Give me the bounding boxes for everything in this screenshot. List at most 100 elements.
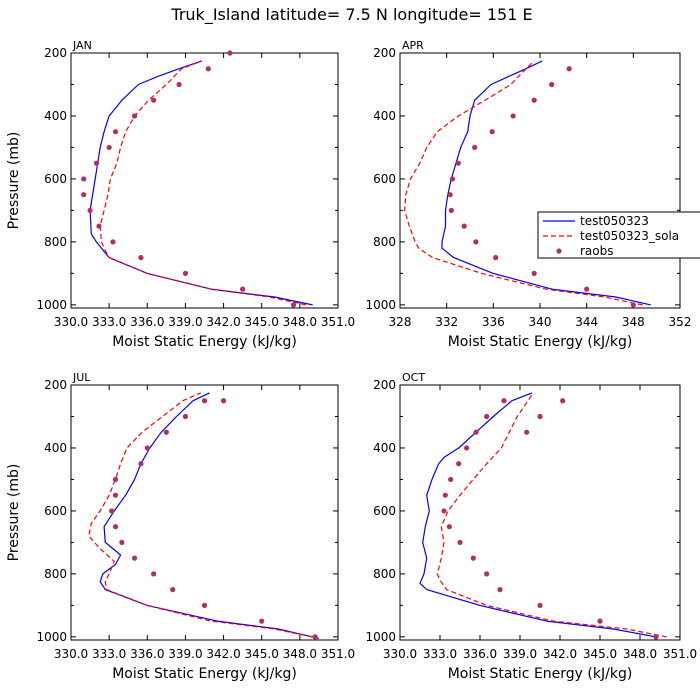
raobs-point-jul — [163, 429, 169, 435]
x-tick-label-oct: 342.0 — [543, 647, 577, 661]
panel-label-jul: JUL — [72, 371, 91, 384]
raobs-point-oct — [464, 445, 470, 451]
raobs-point-oct — [537, 413, 543, 420]
y-tick-label-apr: 400 — [373, 109, 396, 123]
y-tick-label-jan: 400 — [44, 109, 67, 123]
raobs-point-oct — [484, 571, 490, 577]
panel-label-apr: APR — [402, 39, 424, 52]
raobs-point-oct — [457, 539, 463, 546]
y-tick-label-oct: 1000 — [365, 630, 396, 644]
series-line-test050323-sola-jan — [99, 60, 307, 306]
raobs-point-jul — [112, 492, 119, 498]
raobs-point-jan — [106, 144, 112, 151]
plot-frame-apr — [399, 52, 681, 309]
x-tick-label-jan: 330.0 — [54, 315, 88, 329]
raobs-point-jul — [201, 602, 208, 608]
raobs-point-jan — [227, 50, 233, 56]
y-tick-label-jul: 400 — [44, 441, 67, 455]
raobs-point-apr — [461, 223, 467, 229]
x-tick-label-oct: 348.0 — [623, 647, 657, 661]
y-tick-label-oct: 400 — [373, 441, 396, 455]
x-tick-label-jul: 351.0 — [321, 647, 355, 661]
raobs-point-jan — [93, 160, 100, 166]
panel-label-oct: OCT — [402, 371, 425, 384]
x-tick-label-apr: 348 — [622, 315, 645, 329]
y-tick-label-jan: 1000 — [36, 298, 67, 312]
x-axis-label-apr: Moist Static Energy (kJ/kg) — [448, 334, 633, 350]
x-tick-label-apr: 344 — [575, 315, 598, 329]
raobs-point-jan — [290, 302, 297, 308]
raobs-point-jul — [119, 539, 125, 546]
series-line-test050323-sola-oct — [436, 392, 667, 638]
y-tick-label-jul: 800 — [44, 567, 67, 581]
raobs-point-jan — [240, 286, 246, 292]
raobs-point-jul — [220, 398, 227, 404]
raobs-point-jan — [112, 129, 119, 135]
raobs-point-jul — [131, 555, 138, 561]
panel-jul: JUL 200 400 600 800 1000 330.0 333.0 336.0 339.0 3… — [6, 371, 355, 682]
y-tick-label-apr: 800 — [373, 235, 396, 249]
x-tick-label-oct: 336.0 — [463, 647, 497, 661]
x-tick-label-jul: 336.0 — [130, 647, 164, 661]
raobs-point-oct — [441, 508, 447, 514]
raobs-point-jan — [81, 176, 87, 182]
y-tick-label-jul: 200 — [44, 378, 67, 392]
raobs-point-jan — [182, 270, 189, 276]
x-tick-label-oct: 333.0 — [423, 647, 457, 661]
raobs-point-apr — [455, 160, 461, 166]
raobs-point-apr — [449, 176, 456, 182]
x-tick-label-jan: 351.0 — [321, 315, 355, 329]
raobs-point-oct — [446, 524, 452, 530]
series-line-test050323-sola-jul — [88, 392, 313, 638]
x-tick-label-jan: 348.0 — [283, 315, 317, 329]
y-tick-label-jul: 600 — [44, 504, 67, 518]
raobs-point-oct — [597, 618, 603, 624]
raobs-point-apr — [493, 255, 499, 261]
legend-marker-raobs — [556, 248, 562, 254]
x-tick-label-jul: 330.0 — [54, 647, 88, 661]
x-tick-label-jul: 348.0 — [283, 647, 317, 661]
raobs-point-oct — [653, 634, 659, 640]
y-tick-label-jan: 600 — [44, 172, 67, 186]
raobs-point-oct — [473, 429, 479, 435]
y-axis-label-jan: Pressure (mb) — [6, 132, 22, 230]
raobs-point-oct — [501, 398, 507, 404]
plot-frame-oct — [399, 384, 681, 641]
panels: JAN 200 400 600 800 1000 330.0 333.0 336.0 339.0 3… — [6, 39, 697, 682]
raobs-point-apr — [510, 113, 516, 119]
x-tick-label-jul: 345.0 — [245, 647, 279, 661]
raobs-point-jan — [87, 207, 93, 214]
series-line-test050323-jul — [99, 392, 320, 639]
series-line-test050323-sola-apr — [404, 60, 643, 306]
raobs-point-oct — [497, 587, 503, 593]
y-tick-label-apr: 1000 — [365, 298, 396, 312]
series-line-test050323-oct — [419, 392, 657, 638]
raobs-point-apr — [447, 192, 453, 198]
raobs-point-jan — [110, 239, 116, 245]
y-tick-label-oct: 200 — [373, 378, 396, 392]
raobs-point-jul — [112, 524, 119, 530]
legend-label-raobs: raobs — [580, 244, 614, 258]
raobs-point-oct — [470, 555, 476, 561]
x-tick-label-oct: 345.0 — [583, 647, 617, 661]
raobs-point-oct — [456, 461, 462, 467]
raobs-point-oct — [524, 429, 530, 435]
raobs-point-jan — [96, 223, 102, 229]
x-tick-label-apr: 340 — [529, 315, 552, 329]
y-tick-label-oct: 800 — [373, 567, 396, 581]
raobs-point-oct — [442, 492, 448, 498]
raobs-point-apr — [566, 66, 572, 72]
x-tick-label-oct: 339.0 — [503, 647, 537, 661]
x-tick-label-jan: 342.0 — [206, 315, 240, 329]
raobs-point-jan — [176, 81, 182, 88]
raobs-point-apr — [472, 144, 478, 151]
x-tick-label-apr: 336 — [482, 315, 505, 329]
x-axis-label-jan: Moist Static Energy (kJ/kg) — [112, 334, 297, 350]
panel-label-jan: JAN — [72, 39, 92, 52]
raobs-point-apr — [489, 129, 495, 135]
x-tick-label-jan: 336.0 — [130, 315, 164, 329]
legend: test050323 test050323_sola raobs — [537, 211, 700, 259]
y-tick-label-jul: 1000 — [36, 630, 67, 644]
raobs-point-apr — [584, 286, 590, 292]
y-tick-label-apr: 600 — [373, 172, 396, 186]
